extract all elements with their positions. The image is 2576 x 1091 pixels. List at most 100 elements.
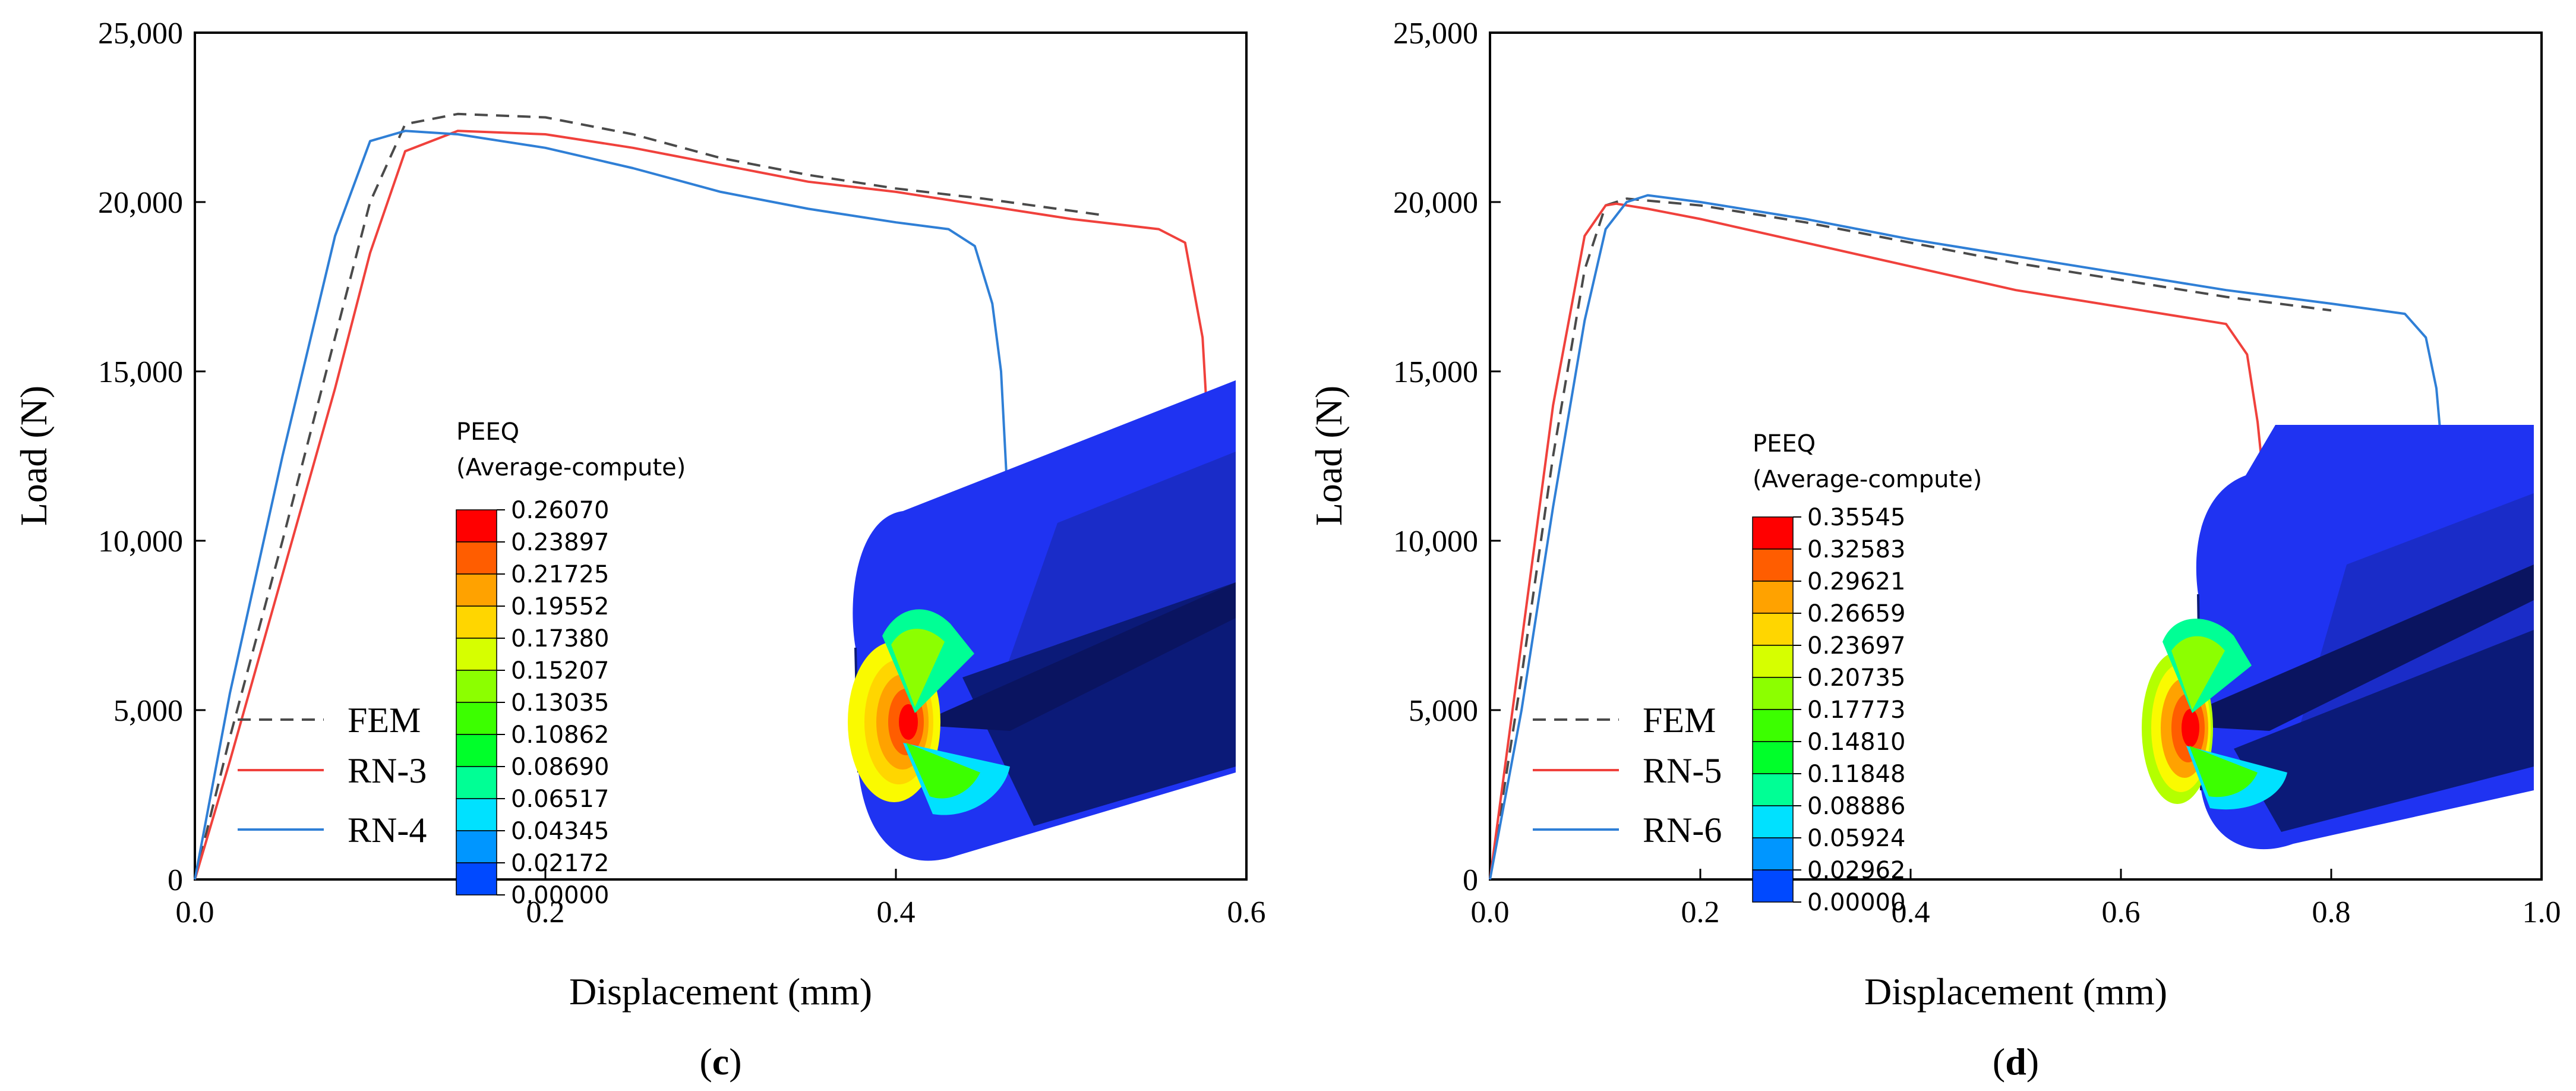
peeq-band: [456, 573, 497, 607]
y-tick-label: 10,000: [98, 525, 183, 559]
y-tick-label: 25,000: [98, 17, 183, 51]
peeq-level-label: 0.13035: [511, 689, 609, 717]
peeq-level-label: 0.11848: [1807, 761, 1905, 788]
fe-mesh-inset: [2142, 425, 2534, 850]
peeq-legend-title: PEEQ: [1753, 430, 1816, 458]
legend-label-fem: FEM: [348, 701, 421, 740]
axis-ticks: 0.0 0.2 0.4 0.6 0.8 1.0 0 5,000 10,000 15,000 20,0…: [1393, 17, 2561, 929]
y-axis-label: Load (N): [12, 386, 55, 526]
x-tick-label: 0.2: [1681, 895, 1720, 929]
series-line-rn-4: [194, 130, 1013, 880]
panel-label: (d): [1993, 1040, 2039, 1083]
x-tick-label: 0.6: [1227, 895, 1266, 929]
peeq-level-label: 0.17773: [1807, 696, 1905, 724]
series-line-fem: [194, 112, 1107, 880]
peeq-band: [1752, 709, 1794, 742]
peeq-band: [1752, 548, 1794, 582]
peeq-band: [1752, 581, 1794, 614]
x-tick-label: 0.0: [1471, 895, 1510, 929]
peeq-legend-title: PEEQ: [456, 418, 519, 446]
peeq-level-label: 0.26070: [511, 497, 609, 524]
peeq-band: [456, 638, 497, 671]
peeq-level-label: 0.06517: [511, 786, 609, 813]
peeq-legend-subtitle: (Average-compute): [456, 454, 686, 481]
fe-mesh-inset: [848, 380, 1236, 861]
x-tick-label: 1.0: [2523, 895, 2561, 929]
peeq-color-bands: [1752, 516, 1794, 903]
peeq-level-label: 0.23897: [511, 529, 609, 556]
x-axis-label: Displacement (mm): [569, 970, 872, 1013]
peeq-level-label: 0.32583: [1807, 536, 1905, 563]
y-axis-label: Load (N): [1308, 386, 1350, 526]
y-tick-label: 20,000: [1393, 186, 1478, 220]
legend-label-rn4: RN-4: [348, 811, 427, 850]
peeq-band: [456, 830, 497, 863]
notch-shadow: [915, 582, 1236, 731]
peeq-band: [1752, 645, 1794, 678]
data-series: [1489, 194, 2464, 880]
peeq-band: [456, 509, 497, 543]
peeq-level-label: 0.02172: [511, 850, 609, 877]
series-line-rn-3: [194, 130, 1213, 880]
series-legend: FEM RN-3 RN-4: [238, 701, 427, 850]
peeq-level-labels: 0.26070 0.23897 0.21725 0.19552 0.17380 0.152…: [497, 497, 609, 909]
peeq-level-label: 0.05924: [1807, 825, 1905, 852]
legend-label-fem: FEM: [1643, 701, 1716, 740]
peeq-band: [1752, 869, 1794, 903]
notch-shadow: [2163, 565, 2534, 731]
peeq-level-label: 0.29621: [1807, 568, 1905, 595]
plot-frame: [194, 31, 1248, 881]
peeq-level-labels: 0.35545 0.32583 0.29621 0.26659 0.23697 0.207…: [1793, 504, 1905, 916]
peeq-level-label: 0.15207: [511, 657, 609, 685]
axis-ticks: 0.0 0.2 0.4 0.6 0 5,000 10,000 15,000 20,000 25,0…: [98, 17, 1266, 929]
series-legend: FEM RN-5 RN-6: [1533, 701, 1722, 850]
plot-frame: [1489, 31, 2543, 881]
peeq-level-label: 0.26659: [1807, 600, 1905, 628]
peeq-legend: PEEQ (Average-compute) 0.35545 0.32583 0.2…: [1752, 430, 1982, 916]
peeq-band: [456, 670, 497, 703]
series-line-fem: [1489, 197, 2332, 880]
notch-upper-bands-2: [891, 629, 945, 707]
y-tick-label: 0: [1463, 863, 1478, 897]
y-tick-label: 25,000: [1393, 17, 1478, 51]
y-tick-label: 15,000: [1393, 355, 1478, 389]
y-tick-label: 5,000: [113, 694, 183, 728]
legend-label-rn6: RN-6: [1643, 811, 1722, 850]
y-tick-label: 5,000: [1409, 694, 1478, 728]
data-series: [194, 112, 1213, 880]
peeq-level-label: 0.21725: [511, 561, 609, 588]
peeq-legend-subtitle: (Average-compute): [1753, 466, 1982, 493]
legend-label-rn5: RN-5: [1643, 751, 1722, 790]
peeq-level-label: 0.17380: [511, 625, 609, 652]
peeq-band: [1752, 741, 1794, 774]
y-tick-label: 10,000: [1393, 525, 1478, 559]
x-tick-label: 0.6: [2102, 895, 2141, 929]
x-tick-label: 0.0: [176, 895, 214, 929]
peeq-color-bands: [456, 509, 497, 895]
peeq-band: [456, 734, 497, 767]
chart-panel-c: 0.0 0.2 0.4 0.6 0 5,000 10,000 15,000 20,000 25,0…: [12, 17, 1266, 1083]
peeq-band: [456, 798, 497, 831]
x-tick-label: 0.2: [526, 895, 565, 929]
x-tick-label: 0.8: [2312, 895, 2351, 929]
peeq-level-label: 0.35545: [1807, 504, 1905, 531]
chart-panel-d: 0.0 0.2 0.4 0.6 0.8 1.0 0 5,000 10,000 15,000 20,0…: [1308, 17, 2561, 1083]
series-line-rn-5: [1489, 202, 2269, 880]
peeq-level-label: 0.14810: [1807, 729, 1905, 756]
peeq-level-label: 0.04345: [511, 818, 609, 845]
peeq-band: [456, 766, 497, 799]
peeq-band: [1752, 773, 1794, 806]
peeq-level-label: 0.19552: [511, 593, 609, 620]
peeq-band: [1752, 613, 1794, 646]
peeq-level-label: 0.00000: [511, 882, 609, 909]
peeq-level-label: 0.23697: [1807, 632, 1905, 660]
peeq-level-label: 0.00000: [1807, 889, 1905, 916]
legend-label-rn3: RN-3: [348, 751, 427, 790]
series-line-rn-6: [1489, 194, 2464, 880]
notch-upper-bands-2: [2171, 636, 2225, 710]
x-axis-label: Displacement (mm): [1864, 970, 2167, 1013]
peeq-band: [1752, 805, 1794, 838]
notch-lower-bands-2: [906, 743, 980, 799]
peeq-band: [456, 702, 497, 735]
x-tick-label: 0.4: [877, 895, 916, 929]
